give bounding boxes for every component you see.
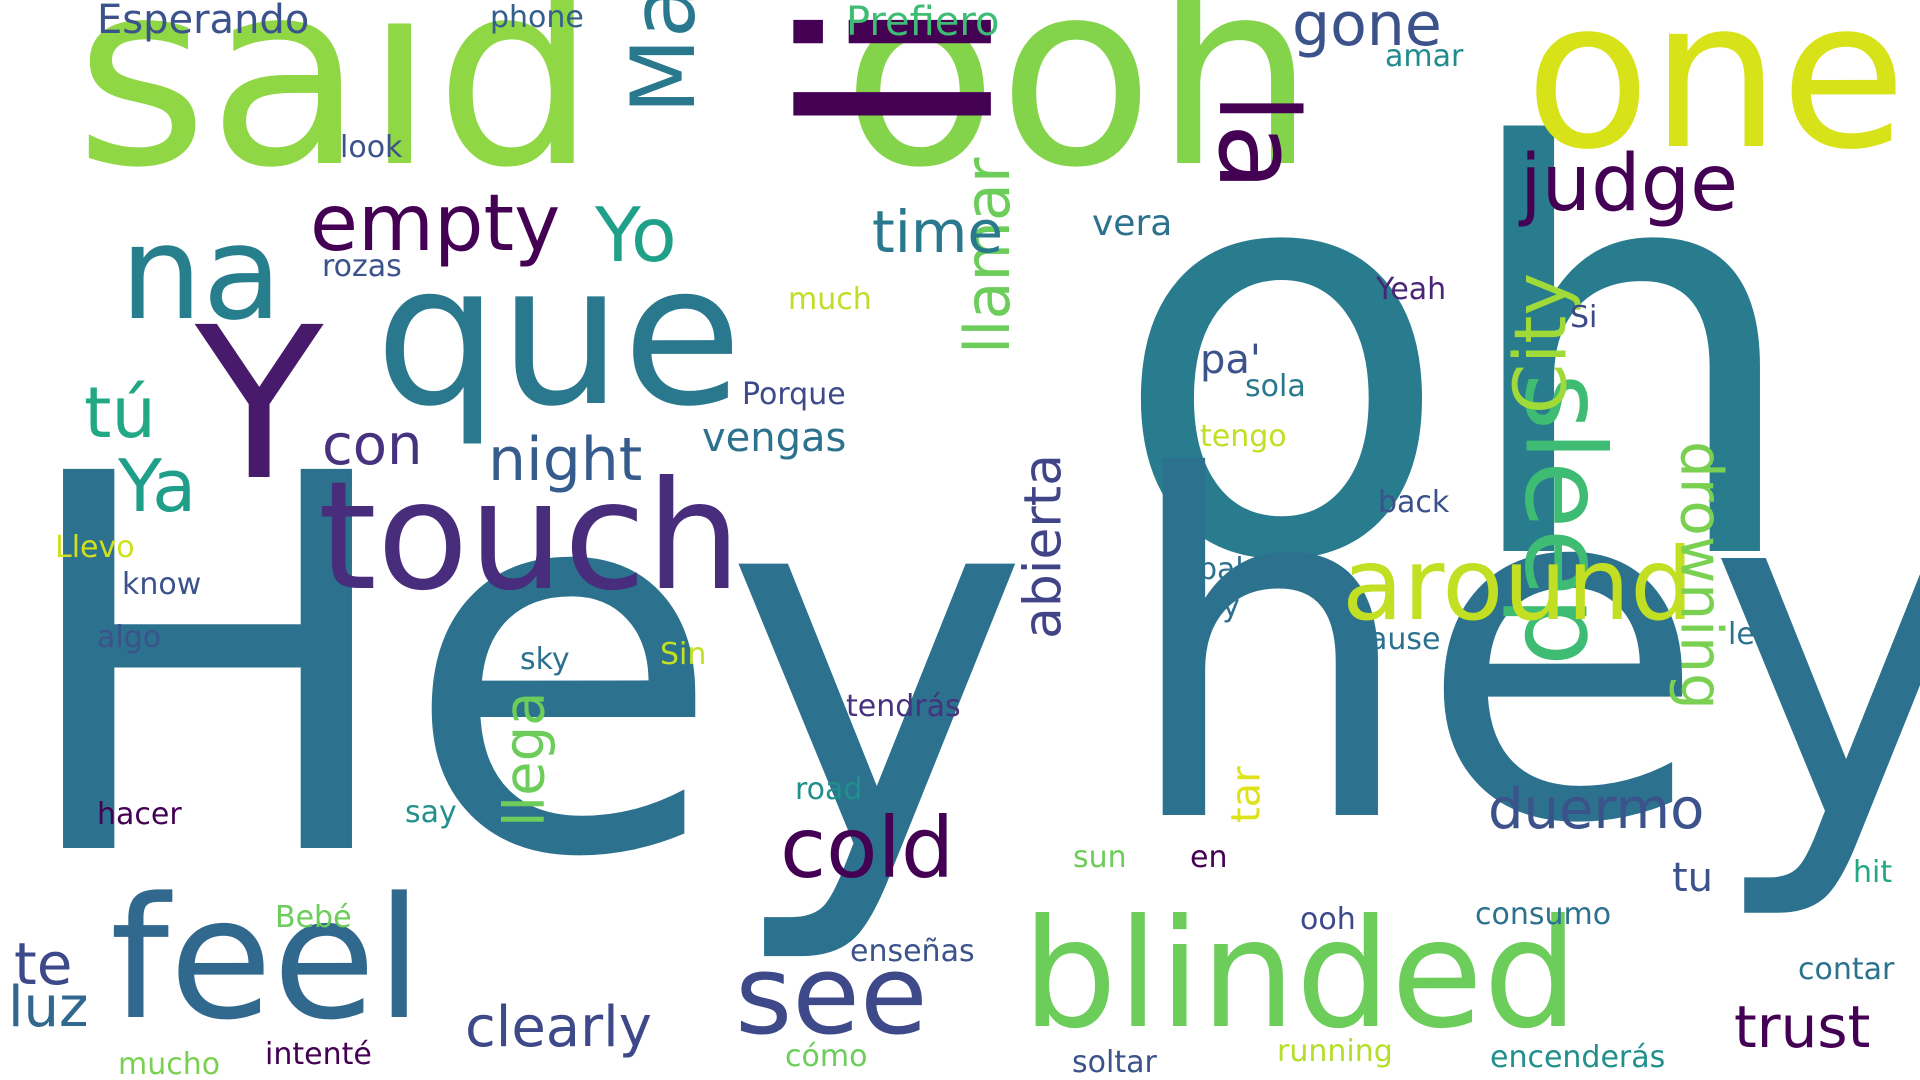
word-Maybe: Maybe: [612, 0, 715, 114]
word-que: que: [375, 222, 743, 449]
word-empty: empty: [310, 179, 561, 269]
word-Ya: Ya: [118, 444, 197, 528]
word-gone: gone: [1292, 0, 1442, 60]
word-Esperando: Esperando: [97, 0, 310, 43]
word-amar: amar: [1385, 39, 1464, 74]
word-said: said: [75, 0, 597, 224]
word-contar: contar: [1798, 952, 1895, 987]
word-hit: hit: [1853, 855, 1893, 890]
word-say: say: [405, 795, 457, 830]
word-around: around: [1342, 526, 1694, 643]
word-time: time: [872, 198, 1004, 266]
word-Cause: Cause: [1348, 622, 1441, 657]
word-ensenas: enseñas: [850, 934, 975, 969]
word-soltar: soltar: [1072, 1045, 1157, 1080]
word-na: na: [120, 197, 283, 349]
word-la: la: [1194, 93, 1323, 191]
word-trust: trust: [1734, 993, 1871, 1061]
word-como: cómo: [785, 1039, 868, 1074]
word-Yo: Yo: [595, 191, 677, 279]
word-rozas: rozas: [322, 249, 402, 284]
word-cold: cold: [780, 799, 955, 897]
word-feel: feel: [110, 861, 423, 1057]
word-luz: luz: [8, 975, 89, 1040]
word-one: one: [1525, 0, 1907, 195]
word-duermo: duermo: [1488, 777, 1705, 842]
word-consumo: consumo: [1475, 897, 1612, 932]
word-clearly: clearly: [465, 995, 652, 1060]
word-tu-accent: tú: [84, 372, 156, 454]
word-tu: tu: [1672, 855, 1714, 901]
word-Sin: Sin: [660, 637, 707, 672]
word-en: en: [1190, 840, 1228, 875]
word-see: see: [735, 931, 928, 1059]
word-sola: sola: [1245, 369, 1306, 404]
word-ooh-small: ooh: [1300, 902, 1356, 937]
word-vera: vera: [1092, 203, 1173, 244]
word-abierta: abierta: [1013, 454, 1074, 639]
word-algo: algo: [97, 620, 162, 655]
word-con: con: [322, 413, 423, 478]
word-intente: intenté: [265, 1037, 372, 1072]
word-Llevo: Llevo: [55, 530, 135, 565]
word-tar: tar: [1223, 766, 1270, 823]
word-voy: voy: [1186, 589, 1240, 624]
word-running: running: [1277, 1034, 1393, 1069]
word-back: back: [1378, 485, 1450, 520]
word-llega: llega: [492, 691, 558, 827]
word-mucho: mucho: [118, 1047, 221, 1080]
word-Bebe: Bebé: [275, 900, 352, 935]
word-phone: phone: [490, 0, 584, 35]
word-know: know: [122, 567, 202, 602]
word-vengas: vengas: [702, 415, 847, 461]
word-Porque: Porque: [742, 377, 846, 412]
word-drowning: drowning: [1667, 441, 1736, 710]
word-Yeah: Yeah: [1376, 272, 1447, 307]
word-night: night: [488, 425, 643, 495]
word-te: te: [14, 930, 73, 998]
word-sun: sun: [1073, 840, 1127, 875]
word-Prefiero: Prefiero: [846, 0, 1000, 45]
word-encenderas: encenderás: [1490, 1040, 1666, 1075]
word-touch: touch: [318, 450, 742, 624]
word-judge: judge: [1520, 139, 1739, 229]
word-look: look: [340, 130, 403, 165]
word-oh: oh: [1110, 32, 1808, 684]
word-baby: baby: [1198, 552, 1273, 587]
word-let: let: [1728, 617, 1767, 652]
word-Hey: Hey: [12, 365, 1031, 971]
word-ooh: ooh: [842, 0, 1316, 224]
word-volvi: volví: [276, 620, 347, 655]
word-road: road: [795, 772, 863, 807]
word-much: much: [788, 282, 872, 317]
word-tengo: tengo: [1200, 419, 1287, 454]
word-tendras: tendrás: [846, 689, 961, 724]
word-hey: hey: [1120, 379, 1920, 926]
word-Si: Si: [1570, 300, 1598, 335]
word-sky: sky: [520, 642, 570, 677]
word-blinded: blinded: [1022, 888, 1579, 1062]
word-hacer: hacer: [97, 797, 182, 832]
word-City: City: [1498, 272, 1583, 414]
word-pa: pa': [1200, 337, 1261, 383]
word-Y: Y: [195, 282, 324, 527]
